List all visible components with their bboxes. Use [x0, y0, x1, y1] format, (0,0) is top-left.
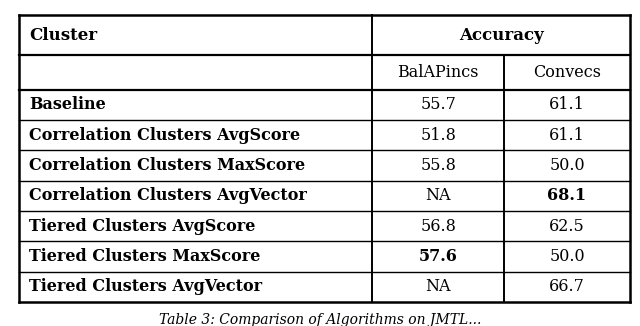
- Text: Correlation Clusters AvgScore: Correlation Clusters AvgScore: [29, 126, 300, 144]
- Text: Tiered Clusters AvgScore: Tiered Clusters AvgScore: [29, 217, 255, 235]
- Text: 57.6: 57.6: [419, 248, 458, 265]
- Text: 50.0: 50.0: [549, 157, 585, 174]
- Text: Tiered Clusters MaxScore: Tiered Clusters MaxScore: [29, 248, 260, 265]
- Text: 61.1: 61.1: [549, 126, 585, 144]
- Text: Correlation Clusters AvgVector: Correlation Clusters AvgVector: [29, 187, 307, 204]
- Text: 66.7: 66.7: [549, 278, 585, 295]
- Text: 55.8: 55.8: [420, 157, 456, 174]
- Text: 68.1: 68.1: [547, 187, 587, 204]
- Text: 55.7: 55.7: [420, 96, 456, 113]
- Text: NA: NA: [426, 278, 451, 295]
- Text: 62.5: 62.5: [549, 217, 585, 235]
- Text: BalAPincs: BalAPincs: [397, 64, 479, 81]
- Text: Cluster: Cluster: [29, 26, 97, 44]
- Text: Correlation Clusters MaxScore: Correlation Clusters MaxScore: [29, 157, 305, 174]
- Text: Tiered Clusters AvgVector: Tiered Clusters AvgVector: [29, 278, 262, 295]
- Text: 51.8: 51.8: [420, 126, 456, 144]
- Text: 50.0: 50.0: [549, 248, 585, 265]
- Text: 61.1: 61.1: [549, 96, 585, 113]
- Text: NA: NA: [426, 187, 451, 204]
- Text: Convecs: Convecs: [533, 64, 601, 81]
- Text: 56.8: 56.8: [420, 217, 456, 235]
- Text: Table 3: Comparison of Algorithms on JMTL...: Table 3: Comparison of Algorithms on JMT…: [159, 313, 481, 326]
- Text: Baseline: Baseline: [29, 96, 106, 113]
- Text: Accuracy: Accuracy: [459, 26, 544, 44]
